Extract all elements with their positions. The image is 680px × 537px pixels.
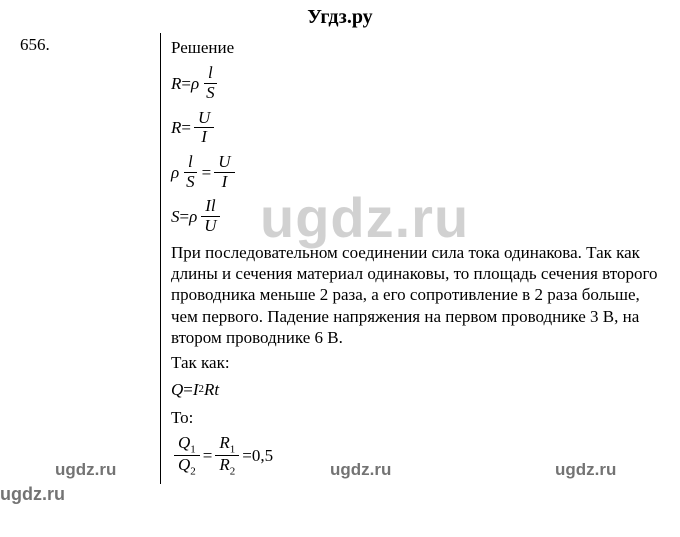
eq2-num: U <box>194 109 214 129</box>
eq6-fraction-2: R1 R2 <box>215 434 239 478</box>
eq6-f1-num-Q: Q <box>178 433 190 452</box>
eq1-left: R <box>171 73 181 94</box>
eq6-f2-num-sub: 1 <box>230 443 236 455</box>
eq5-equals: = <box>183 379 193 400</box>
paragraph-1: При последовательном соединении сила ток… <box>171 242 660 348</box>
eq6-fraction-1: Q1 Q2 <box>174 434 200 478</box>
eq2-fraction: U I <box>194 109 214 147</box>
eq6-equals-1: = <box>203 445 213 466</box>
eq6-f2-num-R: R <box>219 433 229 452</box>
eq1-equals: = <box>181 73 191 94</box>
eq6-equals-2: = <box>242 445 252 466</box>
eq2-equals: = <box>181 117 191 138</box>
eq3-f1-num: l <box>184 153 197 173</box>
eq6-f1-den-sub: 2 <box>190 466 196 478</box>
eq1-num: l <box>204 64 217 84</box>
eq3-f1-den: S <box>182 173 199 192</box>
equation-4: S = ρ Il U <box>171 197 660 235</box>
eq6-f1-num: Q1 <box>174 434 200 456</box>
eq1-den: S <box>202 84 219 103</box>
solution-heading: Решение <box>171 37 660 58</box>
eq1-rho: ρ <box>191 73 199 94</box>
vertical-divider <box>160 33 161 484</box>
eq6-f2-num: R1 <box>215 434 239 456</box>
line-tak-kak: Так как: <box>171 352 660 373</box>
eq3-f2-num: U <box>214 153 234 173</box>
watermark-small-2: ugdz.ru <box>330 460 391 480</box>
eq5-Q: Q <box>171 379 183 400</box>
eq6-f2-den-R: R <box>219 455 229 474</box>
eq6-f2-den-sub: 2 <box>230 466 236 478</box>
eq3-fraction-1: l S <box>182 153 199 191</box>
eq6-f2-den: R2 <box>215 456 239 477</box>
equation-1: R = ρ l S <box>171 64 660 102</box>
eq3-f2-den: I <box>218 173 232 192</box>
eq6-f1-den: Q2 <box>174 456 200 477</box>
eq3-equals: = <box>202 162 212 183</box>
eq4-rho: ρ <box>189 206 197 227</box>
equation-5: Q = I 2 Rt <box>171 379 660 400</box>
watermark-small-1: ugdz.ru <box>55 460 116 480</box>
content-row: 656. Решение R = ρ l S R = U I ρ l S <box>0 29 680 484</box>
watermark-small-3: ugdz.ru <box>555 460 616 480</box>
eq4-left: S <box>171 206 180 227</box>
site-header: Угдз.ру <box>0 0 680 29</box>
line-to: То: <box>171 407 660 428</box>
eq1-fraction: l S <box>202 64 219 102</box>
equation-2: R = U I <box>171 109 660 147</box>
eq2-den: I <box>197 128 211 147</box>
eq3-fraction-2: U I <box>214 153 234 191</box>
equation-3: ρ l S = U I <box>171 153 660 191</box>
eq4-num: Il <box>201 197 219 217</box>
solution-column: Решение R = ρ l S R = U I ρ l S = <box>171 33 660 484</box>
eq4-fraction: Il U <box>200 197 220 235</box>
eq6-f1-den-Q: Q <box>178 455 190 474</box>
eq6-f1-num-sub: 1 <box>190 443 196 455</box>
eq4-den: U <box>200 217 220 236</box>
problem-number: 656. <box>20 33 60 484</box>
eq2-left: R <box>171 117 181 138</box>
eq3-rho: ρ <box>171 162 179 183</box>
eq5-Rt: Rt <box>204 379 219 400</box>
eq4-equals: = <box>180 206 190 227</box>
eq6-value: 0,5 <box>252 445 273 466</box>
watermark-bottom: ugdz.ru <box>0 484 680 505</box>
